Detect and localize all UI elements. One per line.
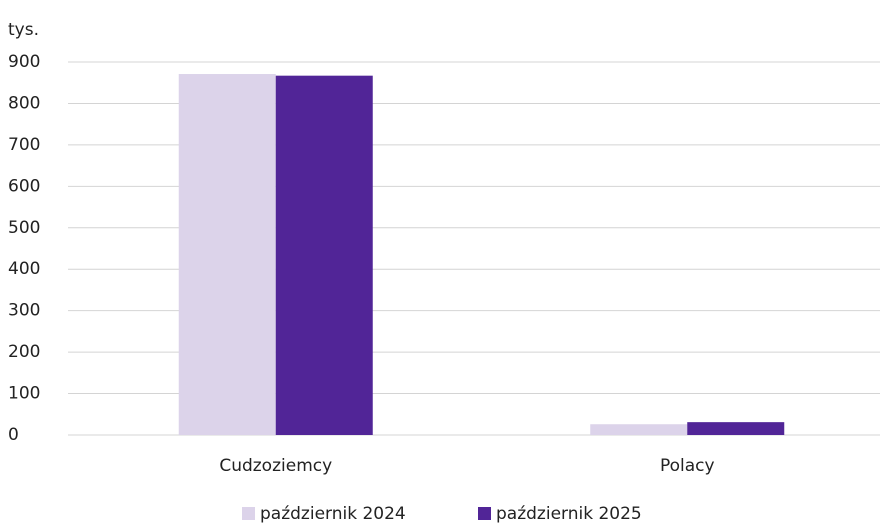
x-tick-label: Cudzoziemcy xyxy=(219,456,332,476)
y-tick-label: 600 xyxy=(8,176,40,196)
y-tick-label: 900 xyxy=(8,52,40,72)
y-tick-label: 400 xyxy=(8,259,40,279)
y-tick-label: 300 xyxy=(8,301,40,321)
legend-swatch xyxy=(242,507,255,520)
legend-label: październik 2025 xyxy=(496,504,642,524)
y-tick-label: 200 xyxy=(8,342,40,362)
y-tick-label: 800 xyxy=(8,93,40,113)
y-tick-label: 700 xyxy=(8,135,40,155)
legend-label: październik 2024 xyxy=(260,504,406,524)
x-tick-label: Polacy xyxy=(660,456,715,476)
bar xyxy=(687,422,785,435)
y-axis-label: tys. xyxy=(8,20,39,40)
legend-swatch xyxy=(478,507,491,520)
y-tick-label: 100 xyxy=(8,384,40,404)
y-tick-label: 500 xyxy=(8,218,40,238)
y-tick-label: 0 xyxy=(8,425,19,445)
bar xyxy=(178,74,276,435)
bar xyxy=(590,424,688,435)
bar xyxy=(275,75,373,435)
